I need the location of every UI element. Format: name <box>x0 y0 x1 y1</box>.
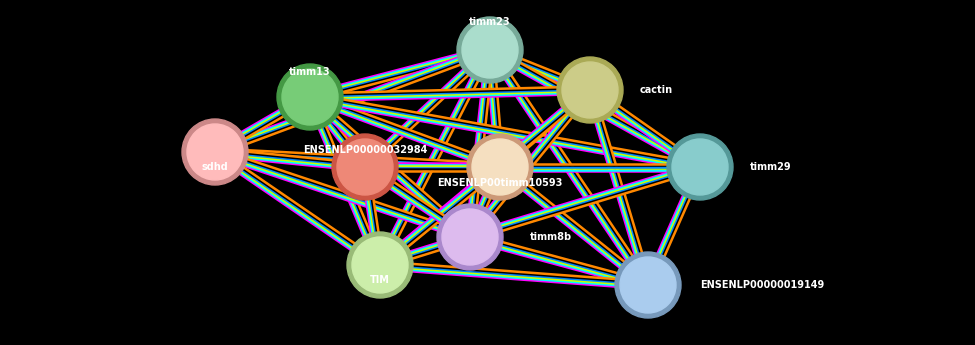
Circle shape <box>352 237 408 293</box>
Text: ENSENLP00000032984: ENSENLP00000032984 <box>303 145 427 155</box>
Circle shape <box>277 64 343 130</box>
Circle shape <box>620 257 676 313</box>
Circle shape <box>182 119 248 185</box>
Text: timm23: timm23 <box>469 17 511 27</box>
Text: timm13: timm13 <box>290 67 331 77</box>
Text: timm8b: timm8b <box>530 232 572 242</box>
Text: ENSENLP00000019149: ENSENLP00000019149 <box>700 280 824 290</box>
Circle shape <box>347 232 413 298</box>
Text: sdhd: sdhd <box>202 162 228 172</box>
Circle shape <box>457 17 523 83</box>
Circle shape <box>672 139 728 195</box>
Circle shape <box>442 209 498 265</box>
Text: TIM: TIM <box>370 275 390 285</box>
Circle shape <box>557 57 623 123</box>
Text: timm29: timm29 <box>750 162 792 172</box>
Circle shape <box>337 139 393 195</box>
Circle shape <box>437 204 503 270</box>
Circle shape <box>472 139 528 195</box>
Circle shape <box>667 134 733 200</box>
Text: ENSENLP00timm10593: ENSENLP00timm10593 <box>438 178 563 188</box>
Circle shape <box>615 252 681 318</box>
Circle shape <box>467 134 533 200</box>
Circle shape <box>462 22 518 78</box>
Text: cactin: cactin <box>640 85 673 95</box>
Circle shape <box>187 124 243 180</box>
Circle shape <box>562 62 618 118</box>
Circle shape <box>332 134 398 200</box>
Circle shape <box>282 69 338 125</box>
